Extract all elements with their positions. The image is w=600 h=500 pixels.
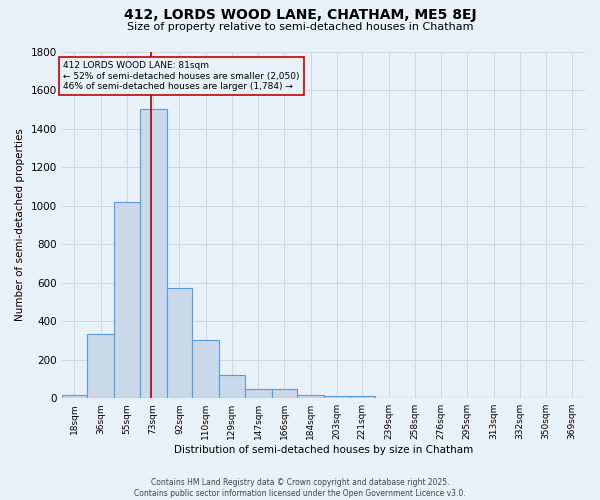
Text: 412, LORDS WOOD LANE, CHATHAM, ME5 8EJ: 412, LORDS WOOD LANE, CHATHAM, ME5 8EJ — [124, 8, 476, 22]
Y-axis label: Number of semi-detached properties: Number of semi-detached properties — [15, 128, 25, 322]
Bar — [324, 396, 350, 398]
Text: 412 LORDS WOOD LANE: 81sqm
← 52% of semi-detached houses are smaller (2,050)
46%: 412 LORDS WOOD LANE: 81sqm ← 52% of semi… — [63, 61, 299, 91]
Bar — [114, 202, 140, 398]
Bar — [297, 396, 324, 398]
Text: Size of property relative to semi-detached houses in Chatham: Size of property relative to semi-detach… — [127, 22, 473, 32]
X-axis label: Distribution of semi-detached houses by size in Chatham: Distribution of semi-detached houses by … — [174, 445, 473, 455]
Bar — [140, 110, 167, 398]
Bar — [87, 334, 114, 398]
Bar — [350, 396, 375, 398]
Bar — [272, 388, 297, 398]
Text: Contains HM Land Registry data © Crown copyright and database right 2025.
Contai: Contains HM Land Registry data © Crown c… — [134, 478, 466, 498]
Bar — [167, 288, 192, 398]
Bar — [245, 388, 272, 398]
Bar — [219, 375, 245, 398]
Bar — [192, 340, 219, 398]
Bar — [62, 396, 87, 398]
